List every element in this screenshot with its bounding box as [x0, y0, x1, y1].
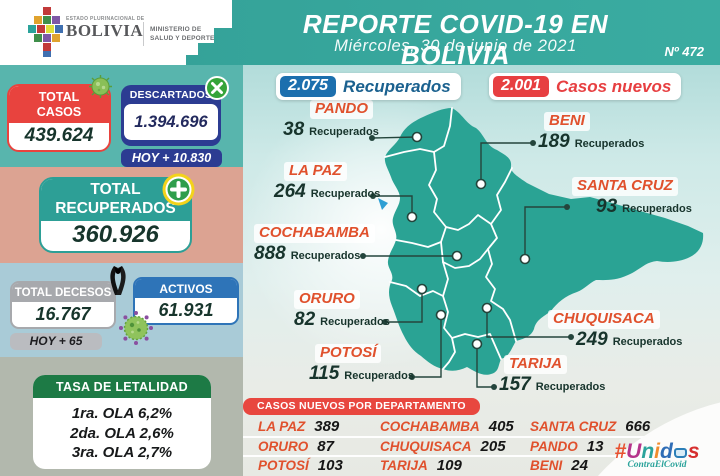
emblem-divider [143, 22, 144, 46]
dept-cochabamba-name: COCHABAMBA [254, 224, 375, 243]
dept-santa-cruz-name: SANTA CRUZ [572, 177, 678, 196]
report-date: Miércoles, 30 de junio de 2021 [334, 37, 577, 55]
dept-beni-value: 189 [538, 131, 570, 152]
table-row: POTOSÍ 103 TARIJA 109 BENI 24 [243, 455, 715, 474]
lethality-wave-2: 2da. OLA 2,6% [70, 424, 174, 442]
dept-pando-value: 38 [283, 119, 305, 140]
header-logo-block: ESTADO PLURINACIONAL DE BOLIVIA MINISTER… [0, 0, 232, 65]
dept-cochabamba: COCHABAMBA 888 Recuperados [254, 224, 375, 263]
new-cases-summary-label: Casos nuevos [556, 76, 672, 96]
dept-tarija-name: TARIJA [504, 355, 568, 374]
unidos-script-text: ContraElCovid [627, 460, 687, 470]
discarded-x-icon [205, 76, 229, 100]
new-cases-table-title: CASOS NUEVOS POR DEPARTAMENTO [243, 398, 480, 415]
dept-pando-name: PANDO [310, 100, 374, 119]
recovered-summary-value: 2.075 [280, 76, 337, 97]
dept-tarija: TARIJA 157 Recuperados [499, 355, 606, 395]
total-cases-label: TOTAL CASOS [9, 86, 109, 123]
bolivia-mosaic-logo [28, 7, 63, 57]
new-cases-table: LA PAZ 389 COCHABAMBA 405 SANTA CRUZ 666 OR… [243, 417, 715, 474]
emblem-state-label: ESTADO PLURINACIONAL DE [66, 16, 145, 22]
dept-pando: PANDO 38 Recuperados [283, 100, 379, 140]
dept-chuquisaca: CHUQUISACA 249 Recuperados [548, 310, 682, 349]
dept-beni-name: BENI [544, 112, 590, 131]
total-recovered-value: 360.926 [72, 221, 159, 248]
recovered-summary-badge: 2.075 Recuperados [276, 73, 461, 100]
dept-la-paz-name: LA PAZ [284, 162, 347, 181]
discarded-today: HOY + 10.830 [121, 149, 222, 167]
header-bar: ESTADO PLURINACIONAL DE BOLIVIA MINISTER… [0, 0, 720, 70]
lethality-wave-1: 1ra. OLA 6,2% [71, 405, 173, 422]
lethality-title: TASA DE LETALIDAD [33, 375, 211, 398]
total-cases-card: TOTAL CASOS 439.624 [7, 84, 111, 152]
dept-chuquisaca-value: 249 [576, 329, 608, 350]
dept-chuquisaca-name: CHUQUISACA [548, 310, 660, 329]
total-deaths-card: TOTAL DECESOS 16.767 [10, 281, 116, 329]
dept-potosi: POTOSÍ 115 Recuperados [309, 344, 414, 384]
active-cases-card: ACTIVOS 61.931 [133, 277, 239, 325]
discarded-card: DESCARTADOS 1.394.696 [121, 85, 221, 146]
face-mask-icon [673, 448, 687, 458]
total-deaths-value: 16.767 [35, 304, 91, 324]
lethality-card: TASA DE LETALIDAD 1ra. OLA 6,2% 2da. OLA… [33, 375, 211, 469]
virus-icon [89, 75, 112, 98]
emblem-country-name: BOLIVIA [66, 21, 144, 40]
dept-oruro: ORURO 82 Recuperados [294, 290, 390, 330]
dept-oruro-value: 82 [294, 309, 316, 330]
discarded-label: DESCARTADOS [129, 88, 213, 101]
table-row: ORURO 87 CHUQUISACA 205 PANDO 13 [243, 436, 715, 455]
lethality-wave-3: 3ra. OLA 2,7% [71, 444, 173, 461]
report-number: Nº 472 [664, 44, 704, 59]
total-cases-value: 439.624 [24, 125, 94, 146]
dept-santa-cruz-value: 93 [596, 196, 618, 217]
active-cases-label: ACTIVOS [135, 279, 237, 298]
active-cases-value: 61.931 [158, 300, 214, 320]
deaths-today: HOY + 65 [10, 333, 102, 350]
dept-santa-cruz: SANTA CRUZ 93 Recuperados [572, 177, 692, 216]
unidos-contra-el-covid-logo: #Unid s ContraElCovid [602, 441, 712, 470]
dept-cochabamba-value: 888 [254, 243, 286, 264]
plus-icon [162, 173, 195, 206]
report-title: REPORTE COVID-19 EN BOLIVIA [302, 9, 609, 70]
dept-potosi-name: POTOSÍ [315, 344, 382, 363]
dept-tarija-value: 157 [499, 374, 531, 395]
total-deaths-label: TOTAL DECESOS [12, 283, 114, 302]
dept-la-paz: LA PAZ 264 Recuperados [274, 162, 381, 202]
mourning-ribbon-icon [110, 266, 126, 295]
dept-la-paz-value: 264 [274, 181, 306, 202]
recovered-summary-label: Recuperados [343, 76, 451, 96]
dept-oruro-name: ORURO [294, 290, 360, 309]
virus-spikes-icon [119, 311, 153, 345]
table-row: LA PAZ 389 COCHABAMBA 405 SANTA CRUZ 666 [258, 418, 651, 435]
dept-beni: BENI 189 Recuperados [538, 112, 645, 152]
dept-potosi-value: 115 [309, 363, 340, 384]
ministry-label: MINISTERIO DE SALUD Y DEPORTES [150, 26, 220, 42]
new-cases-summary-badge: 2.001 Casos nuevos [489, 73, 682, 100]
new-cases-summary-value: 2.001 [493, 76, 550, 97]
discarded-value: 1.394.696 [134, 112, 208, 131]
